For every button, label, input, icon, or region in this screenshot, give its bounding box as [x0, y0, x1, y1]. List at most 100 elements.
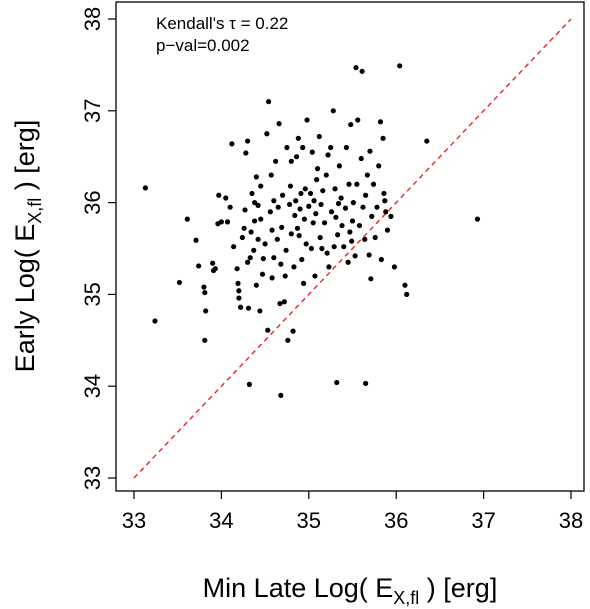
data-point [301, 216, 308, 222]
data-point [271, 255, 277, 261]
data-point [348, 121, 354, 128]
data-point [317, 234, 323, 241]
data-point [359, 68, 365, 74]
data-point [242, 207, 248, 213]
data-point [397, 63, 403, 69]
data-point [474, 216, 481, 222]
data-point [278, 261, 284, 267]
data-point [252, 218, 258, 224]
data-point [243, 150, 249, 156]
data-point [299, 256, 305, 263]
data-point [282, 273, 288, 279]
x-tick-label: 36 [384, 508, 408, 533]
data-point [269, 275, 275, 281]
data-point [306, 203, 312, 209]
data-point [388, 213, 394, 219]
x-tick-label: 34 [209, 508, 233, 533]
data-point [338, 195, 344, 201]
data-point [391, 264, 398, 270]
data-point [229, 141, 235, 147]
data-point [262, 241, 268, 247]
data-point [272, 158, 279, 164]
data-point [184, 216, 190, 222]
data-point [369, 213, 375, 219]
data-point [235, 280, 241, 286]
data-point [334, 379, 340, 386]
data-point [352, 253, 358, 259]
data-point [249, 190, 255, 197]
data-point [318, 201, 324, 208]
data-point [201, 284, 207, 290]
data-point [310, 220, 316, 226]
data-point [404, 291, 410, 297]
data-point [325, 152, 331, 158]
data-point [372, 234, 378, 241]
y-tick-label: 37 [80, 99, 105, 123]
data-point [290, 328, 296, 334]
data-point [274, 236, 280, 242]
data-point [383, 209, 389, 215]
data-point [374, 204, 380, 210]
data-point [328, 209, 335, 215]
data-point [378, 256, 384, 263]
y-tick-label: 38 [80, 7, 105, 31]
data-point [247, 255, 253, 261]
data-point [335, 232, 341, 238]
data-point [293, 198, 299, 204]
data-point [248, 229, 254, 235]
data-point [331, 244, 337, 250]
data-point [238, 304, 244, 310]
data-point [364, 172, 370, 178]
data-point [227, 204, 233, 210]
data-point [253, 174, 259, 180]
data-point [245, 259, 251, 265]
data-point [314, 177, 320, 183]
data-point [312, 273, 318, 279]
data-point [307, 190, 314, 197]
data-point [342, 205, 349, 211]
plot-frame [115, 1, 585, 492]
annotation-pval: p−val=0.002 [156, 36, 250, 55]
data-point [384, 227, 391, 233]
data-point [316, 133, 322, 140]
data-point [298, 190, 304, 197]
data-point [255, 236, 261, 242]
data-point [339, 222, 345, 229]
data-point [302, 186, 308, 192]
data-point [367, 148, 373, 154]
data-point [277, 300, 283, 307]
data-point [336, 163, 342, 169]
y-tick-label: 34 [80, 374, 105, 398]
data-point [381, 190, 387, 197]
data-point [203, 308, 209, 314]
data-point [265, 327, 271, 333]
data-point [286, 201, 293, 208]
data-point [245, 138, 251, 144]
data-point [380, 135, 386, 141]
data-point [382, 198, 388, 204]
data-point [255, 202, 261, 208]
data-point [268, 172, 274, 178]
data-point [354, 181, 360, 187]
data-point [332, 186, 338, 192]
data-point [283, 247, 289, 253]
data-point [353, 65, 359, 71]
data-point [260, 255, 266, 262]
data-point [285, 337, 291, 343]
data-point [202, 289, 208, 296]
data-point [330, 108, 336, 114]
data-point [259, 271, 266, 277]
data-point [234, 266, 240, 272]
data-point [349, 218, 356, 224]
data-point [258, 183, 264, 189]
data-point [350, 200, 356, 206]
data-point [362, 236, 368, 242]
data-point [288, 158, 294, 164]
data-point [341, 244, 347, 250]
data-point [343, 144, 349, 151]
data-point [360, 204, 366, 210]
data-point [276, 121, 282, 127]
data-point [319, 245, 325, 252]
data-point [257, 308, 263, 314]
